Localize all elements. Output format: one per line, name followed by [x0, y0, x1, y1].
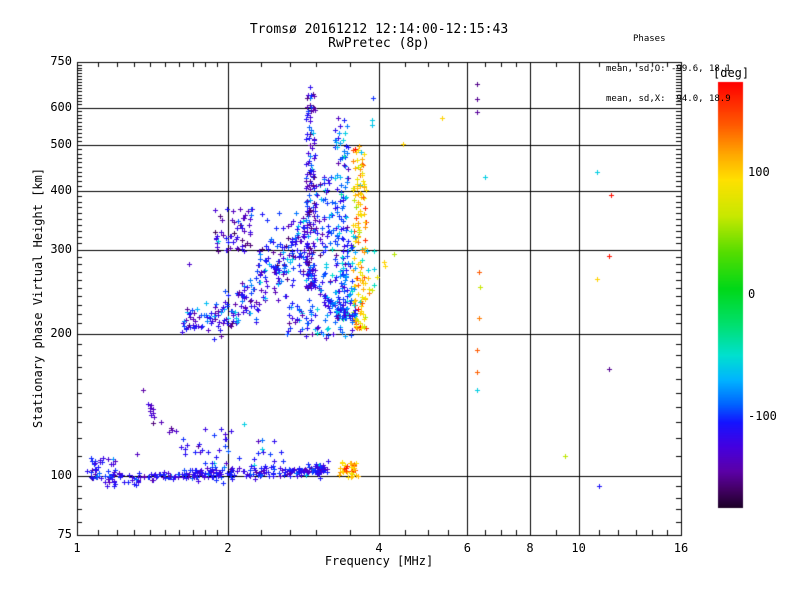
x-tick-label-10: 10: [571, 541, 586, 555]
colorbar-tick-label--100: -100: [748, 408, 777, 423]
y-tick-label-750: 750: [50, 54, 72, 68]
phase-stats-x-mode: mean, sd,X: 94.0, 18.9: [606, 94, 731, 104]
y-tick-label-75: 75: [57, 527, 72, 541]
phase-stats-o-mode: mean, sd,O: -99.6, 18.1: [606, 64, 731, 74]
y-tick-label-100: 100: [50, 467, 72, 482]
phase-stats-header: Phases: [633, 34, 666, 44]
x-tick-label-6: 6: [463, 541, 471, 555]
plot-title: Tromsø 20161212 12:14:00-12:15:43: [249, 22, 509, 37]
colorbar-tick-label-100: 100: [748, 165, 770, 180]
y-tick-label-200: 200: [50, 325, 72, 340]
x-tick-label-8: 8: [526, 541, 534, 555]
x-tick-label-2: 2: [224, 541, 232, 555]
phase-stats-block: Phases mean, sd,O: -99.6, 18.1 mean, sd,…: [606, 14, 731, 124]
y-tick-label-300: 300: [50, 242, 72, 257]
y-tick-label-600: 600: [50, 99, 72, 114]
colorbar-tick-label-0: 0: [748, 287, 756, 301]
x-tick-label-1: 1: [73, 541, 81, 555]
colorbar-unit-label: [deg]: [713, 66, 750, 80]
plot-subtitle: RwPretec (8p): [328, 36, 430, 51]
x-axis-title: Frequency [MHz]: [324, 554, 434, 568]
y-tick-label-500: 500: [50, 137, 72, 152]
x-tick-label-4: 4: [375, 541, 383, 555]
x-tick-label-16: 16: [673, 541, 689, 555]
y-axis-title: Stationary phase Virtual Height [km]: [31, 167, 45, 429]
y-tick-label-400: 400: [50, 183, 72, 198]
